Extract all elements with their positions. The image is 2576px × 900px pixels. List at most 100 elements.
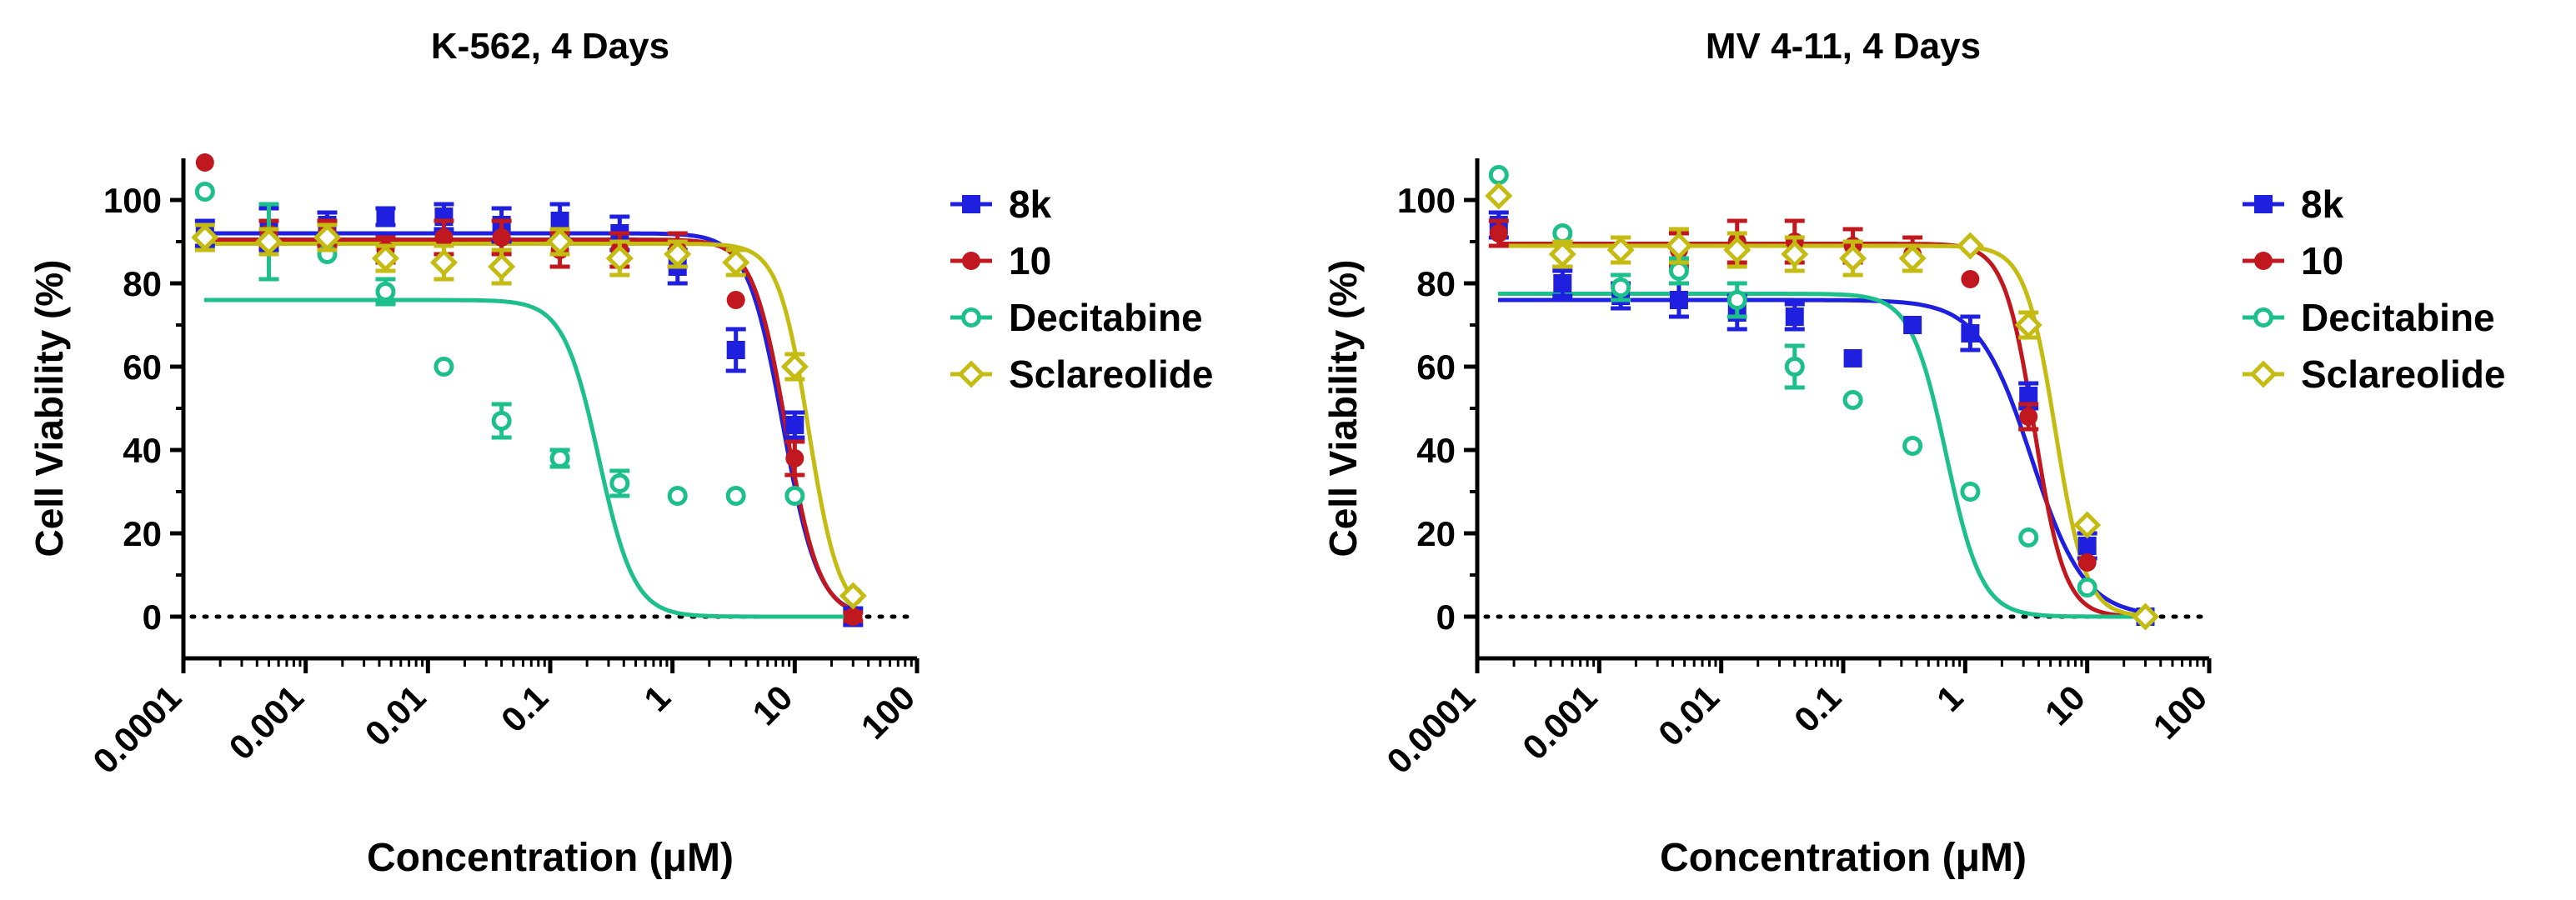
x-tick-label: 0.0001 xyxy=(1379,678,1482,781)
data-point xyxy=(726,291,745,309)
data-point xyxy=(434,357,454,377)
data-point xyxy=(546,228,574,256)
x-axis-label: Concentration (μM) xyxy=(367,836,734,880)
series-10 xyxy=(195,153,864,626)
x-tick-label: 0.01 xyxy=(358,678,434,753)
data-point xyxy=(1961,270,1980,288)
data-point xyxy=(664,240,692,268)
data-point xyxy=(2131,602,2160,631)
y-tick-label: 0 xyxy=(1436,598,1456,637)
chart-title: MV 4-11, 4 Days xyxy=(1706,26,1981,67)
data-point xyxy=(1552,223,1573,243)
legend-label-8k: 8k xyxy=(2301,182,2344,226)
data-point xyxy=(1665,232,1693,260)
data-point xyxy=(254,228,283,256)
series-decitabine xyxy=(194,182,864,606)
y-tick-label: 40 xyxy=(123,431,162,470)
y-tick-label: 20 xyxy=(123,514,162,553)
x-axis-label: Concentration (μM) xyxy=(1660,836,2027,880)
data-point xyxy=(195,153,214,172)
x-tick-label: 0.1 xyxy=(1787,678,1849,740)
x-tick-label: 1 xyxy=(1929,678,1971,719)
data-point xyxy=(313,223,342,252)
y-tick-label: 100 xyxy=(1397,181,1456,220)
legend-label-sclareolide: Sclareolide xyxy=(1009,352,1213,396)
legend-label-10: 10 xyxy=(1009,239,1051,282)
y-tick-label: 80 xyxy=(123,264,162,303)
fit-curve-sclareolide xyxy=(203,242,859,603)
y-tick-label: 100 xyxy=(103,181,162,220)
data-point xyxy=(1668,261,1689,281)
data-point xyxy=(492,228,511,247)
x-tick-label: 1 xyxy=(636,678,678,719)
data-point xyxy=(194,182,215,202)
data-point xyxy=(784,486,805,506)
legend-label-decitabine: Decitabine xyxy=(1009,296,1203,339)
x-tick-label: 10 xyxy=(2037,678,2092,732)
fit-curve-8k xyxy=(1497,298,2150,615)
y-tick-label: 60 xyxy=(123,348,162,387)
data-point xyxy=(2019,408,2038,426)
legend-label-10: 10 xyxy=(2301,239,2343,282)
fit-curve-decitabine xyxy=(1497,292,2149,619)
data-point xyxy=(1781,240,1809,268)
data-point xyxy=(1960,482,1981,502)
data-point xyxy=(1898,244,1927,272)
data-point xyxy=(1489,224,1508,242)
legend-marker-8k xyxy=(962,195,980,213)
data-point xyxy=(434,228,454,247)
data-point xyxy=(1903,316,1922,334)
data-point xyxy=(605,244,634,272)
y-tick-label: 80 xyxy=(1416,264,1456,303)
data-point xyxy=(1843,349,1862,368)
data-point xyxy=(2077,553,2097,572)
legend-marker-sclareolide xyxy=(2249,360,2278,388)
data-point xyxy=(726,341,745,359)
legend-marker-sclareolide xyxy=(957,360,985,388)
data-point xyxy=(491,411,512,431)
legend: 8k 10 Decitabine Sclareolide xyxy=(2243,182,2505,396)
data-point xyxy=(2014,311,2042,339)
chart-panel-mv411: MV 4-11, 4 Days 0 20 40 60 80 100 0.0001 0.001 0.… xyxy=(1321,26,2505,880)
data-point xyxy=(722,248,750,277)
fit-curve-decitabine xyxy=(203,298,857,619)
data-point xyxy=(2077,537,2097,555)
series-sclareolide xyxy=(1485,182,2160,631)
series-sclareolide xyxy=(191,222,867,610)
legend-marker-10 xyxy=(2254,252,2273,270)
fit-curve-8k xyxy=(203,231,858,613)
data-point xyxy=(609,473,630,493)
x-tick-label: 100 xyxy=(2146,678,2215,747)
legend-label-decitabine: Decitabine xyxy=(2301,296,2495,339)
y-tick-label: 40 xyxy=(1416,431,1456,470)
data-point xyxy=(839,582,867,610)
fit-curve-10 xyxy=(203,238,858,614)
data-point xyxy=(191,223,219,252)
x-tick-label: 0.001 xyxy=(1515,678,1605,768)
x-tick-label: 100 xyxy=(854,678,923,747)
x-tick-label: 0.0001 xyxy=(85,678,188,781)
series-8k xyxy=(194,202,864,628)
data-point xyxy=(1488,165,1509,185)
chart-title: K-562, 4 Days xyxy=(431,26,669,67)
data-point xyxy=(1669,291,1688,309)
data-point xyxy=(429,248,458,277)
chart-panel-k562: K-562, 4 Days 0 20 40 60 80 100 0.0001 0.001 0.01… xyxy=(28,26,1213,880)
data-point xyxy=(1956,232,1984,260)
data-point xyxy=(844,608,863,626)
data-point xyxy=(1611,278,1631,298)
data-point xyxy=(1902,436,1923,456)
data-point xyxy=(1961,324,1980,342)
data-point xyxy=(1548,240,1576,268)
data-point xyxy=(1606,236,1635,264)
legend-label-sclareolide: Sclareolide xyxy=(2301,352,2505,396)
x-tick-label: 0.1 xyxy=(494,678,556,740)
y-tick-label: 60 xyxy=(1416,348,1456,387)
data-point xyxy=(785,449,804,468)
legend-label-8k: 8k xyxy=(1009,182,1052,226)
x-tick-label: 0.001 xyxy=(221,678,311,768)
data-point xyxy=(1784,357,1805,377)
data-point xyxy=(1842,390,1863,410)
